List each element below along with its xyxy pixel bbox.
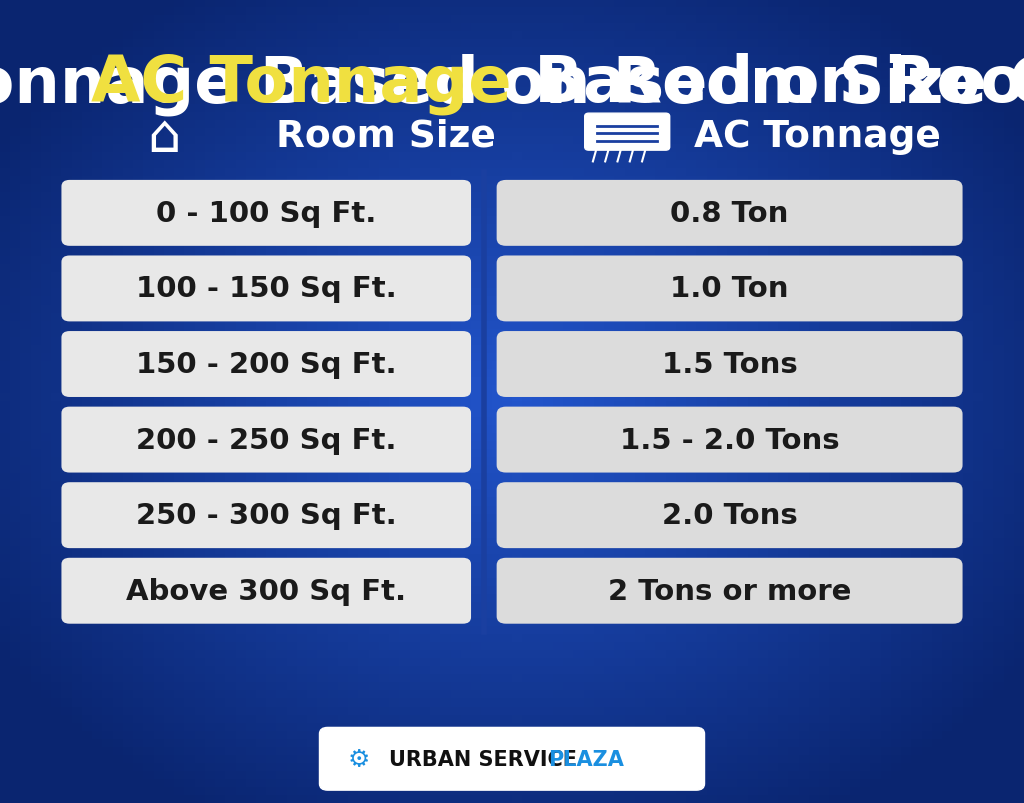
Text: 2.0 Tons: 2.0 Tons bbox=[662, 502, 798, 529]
Text: Based on Room Size Chart: Based on Room Size Chart bbox=[512, 53, 1024, 116]
FancyBboxPatch shape bbox=[61, 332, 471, 397]
Text: AC Tonnage Based on Room Size Chart: AC Tonnage Based on Room Size Chart bbox=[0, 53, 1024, 116]
FancyBboxPatch shape bbox=[497, 483, 963, 548]
Text: AC Tonnage: AC Tonnage bbox=[91, 53, 512, 116]
Text: 0.8 Ton: 0.8 Ton bbox=[671, 200, 788, 227]
Text: 200 - 250 Sq Ft.: 200 - 250 Sq Ft. bbox=[136, 426, 396, 454]
Text: Room Size: Room Size bbox=[276, 119, 497, 154]
Text: 1.5 Tons: 1.5 Tons bbox=[662, 351, 798, 378]
FancyBboxPatch shape bbox=[497, 558, 963, 624]
Text: Above 300 Sq Ft.: Above 300 Sq Ft. bbox=[126, 577, 407, 605]
Text: 2 Tons or more: 2 Tons or more bbox=[608, 577, 851, 605]
FancyBboxPatch shape bbox=[61, 181, 471, 247]
Text: 150 - 200 Sq Ft.: 150 - 200 Sq Ft. bbox=[136, 351, 396, 378]
Text: 1.0 Ton: 1.0 Ton bbox=[671, 275, 788, 303]
Text: ⚙: ⚙ bbox=[347, 747, 370, 771]
FancyBboxPatch shape bbox=[319, 728, 705, 790]
FancyBboxPatch shape bbox=[61, 483, 471, 548]
Text: 250 - 300 Sq Ft.: 250 - 300 Sq Ft. bbox=[136, 502, 396, 529]
Text: URBAN SERVICE: URBAN SERVICE bbox=[389, 749, 585, 768]
Text: PLAZA: PLAZA bbox=[548, 749, 624, 768]
Text: 100 - 150 Sq Ft.: 100 - 150 Sq Ft. bbox=[136, 275, 396, 303]
Text: 1.5 - 2.0 Tons: 1.5 - 2.0 Tons bbox=[620, 426, 840, 454]
FancyBboxPatch shape bbox=[61, 256, 471, 322]
FancyBboxPatch shape bbox=[61, 558, 471, 624]
Text: AC Tonnage: AC Tonnage bbox=[694, 119, 941, 154]
Text: 0 - 100 Sq Ft.: 0 - 100 Sq Ft. bbox=[156, 200, 377, 227]
FancyBboxPatch shape bbox=[497, 256, 963, 322]
FancyBboxPatch shape bbox=[497, 407, 963, 473]
Text: ⌂: ⌂ bbox=[147, 111, 180, 162]
FancyBboxPatch shape bbox=[497, 181, 963, 247]
FancyBboxPatch shape bbox=[585, 114, 670, 151]
FancyBboxPatch shape bbox=[61, 407, 471, 473]
FancyBboxPatch shape bbox=[497, 332, 963, 397]
